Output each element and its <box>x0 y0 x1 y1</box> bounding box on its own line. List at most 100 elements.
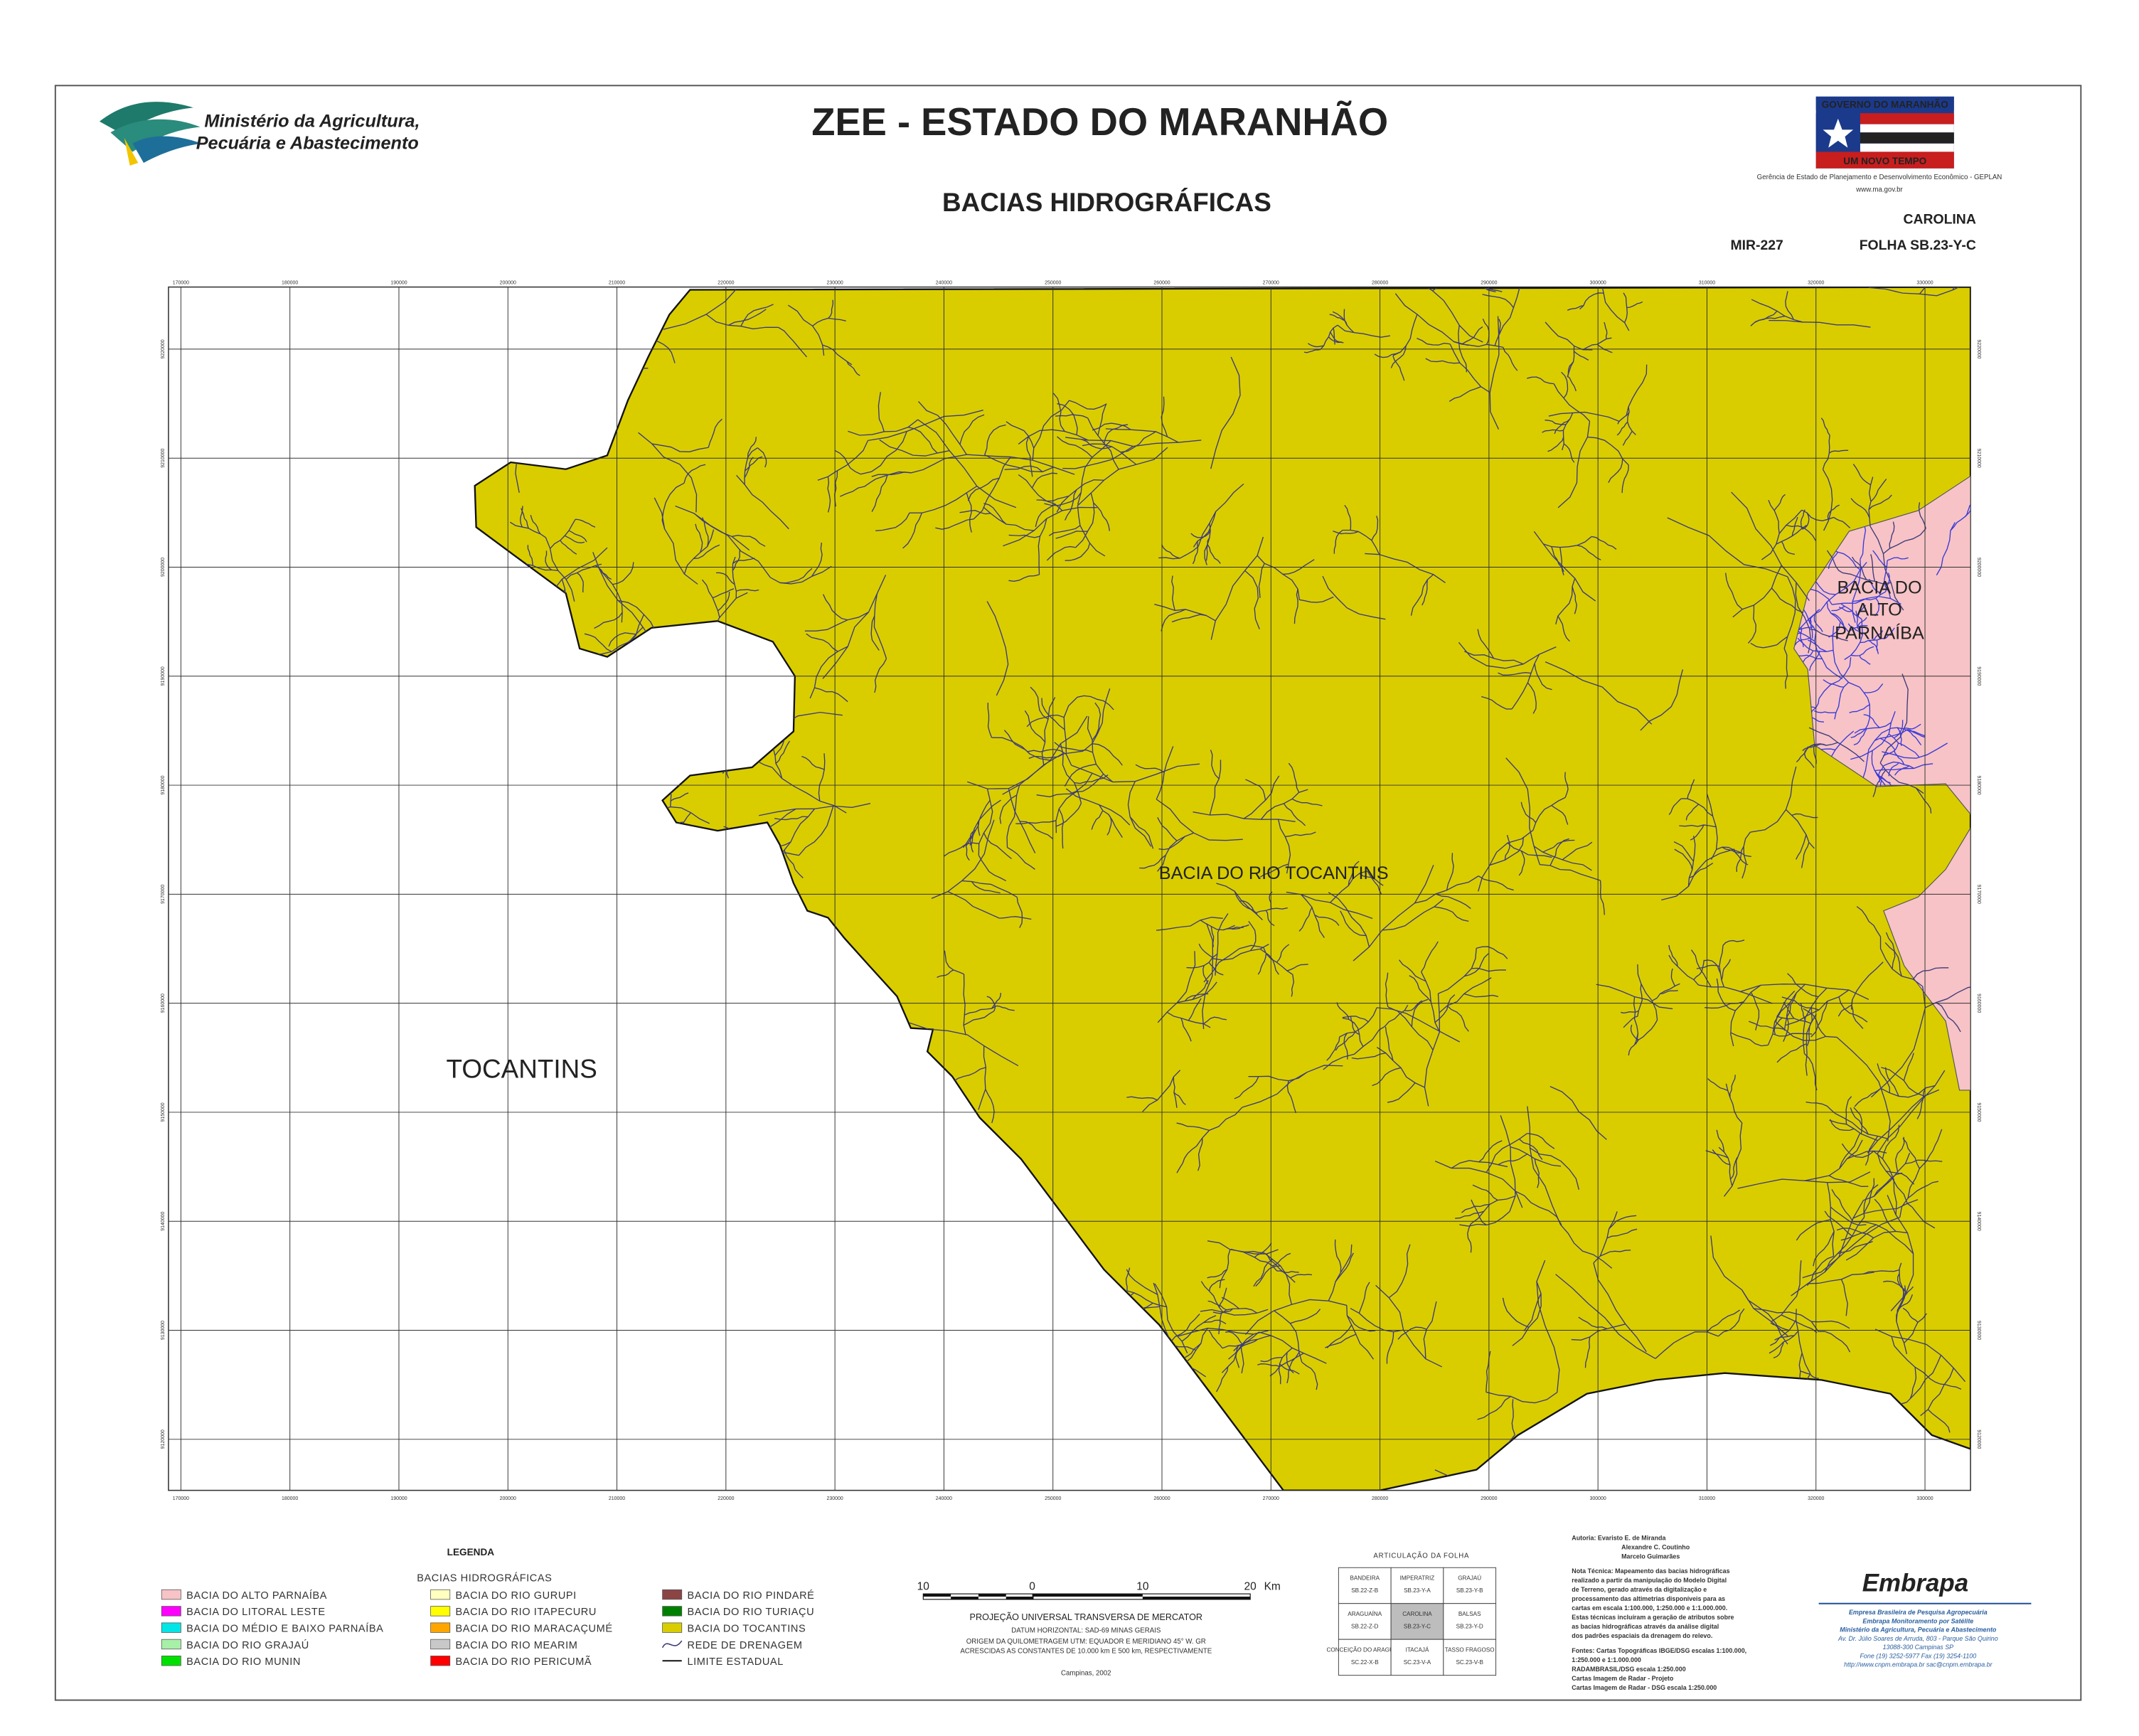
drainage-line <box>1197 483 1244 547</box>
drainage-line <box>814 687 848 703</box>
drainage-line <box>1859 655 1871 665</box>
drainage-line <box>1510 1146 1562 1167</box>
drainage-line <box>1277 819 1291 874</box>
drainage-line <box>1811 1320 1850 1329</box>
drainage-line <box>608 632 636 647</box>
drainage-line <box>1830 1206 1867 1226</box>
legend-swatch <box>430 1622 451 1633</box>
drainage-line <box>1773 1341 1784 1358</box>
drainage-line <box>871 474 888 512</box>
drainage-line <box>1421 580 1429 606</box>
drainage-line <box>1555 578 1576 625</box>
drainage-line <box>744 447 758 485</box>
drainage-line <box>1358 1282 1370 1314</box>
drainage-line <box>1414 875 1479 904</box>
drainage-line <box>1350 1016 1360 1035</box>
drainage-line <box>1832 549 1862 571</box>
drainage-line <box>812 317 846 326</box>
drainage-line <box>1242 1065 1343 1108</box>
drainage-line <box>870 615 880 651</box>
drainage-line <box>1591 536 1617 550</box>
cell-code: SC.22-X-B <box>1351 1659 1379 1666</box>
drainage-line <box>1282 559 1315 575</box>
drainage-line <box>1637 984 1643 1017</box>
drainage-line <box>1841 1143 1874 1159</box>
drainage-line <box>772 767 847 814</box>
drainage-line <box>965 799 1001 847</box>
drainage-line <box>530 514 541 535</box>
grid-tick-label: 290000 <box>1481 281 1497 286</box>
drainage-line <box>1314 915 1340 926</box>
drainage-line <box>1207 1269 1227 1279</box>
drainage-line <box>1737 1171 1871 1189</box>
drainage-line <box>1889 521 1895 549</box>
drainage-line <box>1018 429 1089 444</box>
drainage-line <box>875 458 945 480</box>
drainage-line <box>1515 1191 1562 1225</box>
drainage-line <box>1626 364 1648 416</box>
grid-tick-label: 170000 <box>173 281 189 286</box>
drainage-line <box>1879 673 1909 763</box>
drainage-line <box>1207 1240 1279 1255</box>
embrapa-logo: Embrapa <box>1862 1569 1968 1597</box>
drainage-line <box>818 753 826 802</box>
drainage-line <box>1621 1010 1639 1014</box>
drainage-line <box>1883 761 1914 770</box>
drainage-line <box>778 808 816 859</box>
drainage-line <box>1520 802 1537 824</box>
drainage-line <box>1451 1160 1508 1169</box>
drainage-line <box>806 633 838 652</box>
grid-tick-label: 320000 <box>1808 281 1824 286</box>
drainage-line <box>1301 894 1325 938</box>
agency-url: www.ma.gov.br <box>1855 186 1903 194</box>
drainage-line <box>1579 292 1604 310</box>
drainage-line <box>1852 1221 1914 1255</box>
drainage-line <box>1829 449 1849 454</box>
drainage-line <box>1696 964 1720 969</box>
drainage-line <box>991 737 1051 761</box>
drainage-line <box>1582 337 1612 351</box>
drainage-line <box>1801 842 1810 868</box>
drainage-line <box>1874 597 1879 617</box>
credit-line: RADAMBRASIL/DSG escala 1:250.000 <box>1572 1666 1685 1673</box>
grid-tick-label: 180000 <box>282 281 298 286</box>
drainage-line <box>1048 525 1081 536</box>
credits: Autoria: Evaristo E. de Miranda Alexandre… <box>1572 1534 1746 1691</box>
drainage-line <box>1200 920 1235 931</box>
drainage-line <box>705 314 779 330</box>
drainage-line <box>1609 1215 1637 1230</box>
state-label: TOCANTINS <box>447 1054 597 1083</box>
grid-tick-label: 220000 <box>718 1496 734 1501</box>
drainage-line <box>1367 870 1382 895</box>
drainage-line <box>1293 589 1298 624</box>
grid-tick-label: 9120000 <box>1976 1429 1981 1449</box>
cell-code: SB.23-Y-B <box>1456 1587 1483 1594</box>
drainage-line <box>1161 544 1180 559</box>
drainage-line <box>1158 546 1199 560</box>
title: ZEE - ESTADO DO MARANHÃO <box>811 100 1388 144</box>
drainage-line <box>1871 750 1887 787</box>
drainage-line <box>1810 1001 1828 1038</box>
grid-tick-label: 330000 <box>1916 1496 1933 1501</box>
grid-tick-label: 260000 <box>1153 281 1170 286</box>
cell-code: SC.23-V-A <box>1404 1659 1431 1666</box>
table-cell <box>1443 1603 1497 1640</box>
drainage-line <box>1353 865 1434 962</box>
drainage-line <box>1058 808 1065 849</box>
drainage-line <box>1055 772 1093 834</box>
drainage-line <box>1157 951 1196 1023</box>
drainage-line <box>1258 563 1265 598</box>
drainage-line <box>612 562 634 585</box>
drainage-line <box>1621 464 1629 494</box>
drainage-line <box>1200 1281 1224 1313</box>
drainage-line <box>1018 474 1063 511</box>
drainage-line <box>1722 939 1745 946</box>
drainage-line <box>1339 1007 1377 1038</box>
drainage-line <box>1158 836 1185 851</box>
drainage-line <box>1004 465 1043 472</box>
drainage-line <box>1376 1046 1425 1088</box>
drainage-line <box>1869 526 1904 611</box>
drainage-line <box>1847 1150 1887 1159</box>
drainage-line <box>1129 816 1154 849</box>
